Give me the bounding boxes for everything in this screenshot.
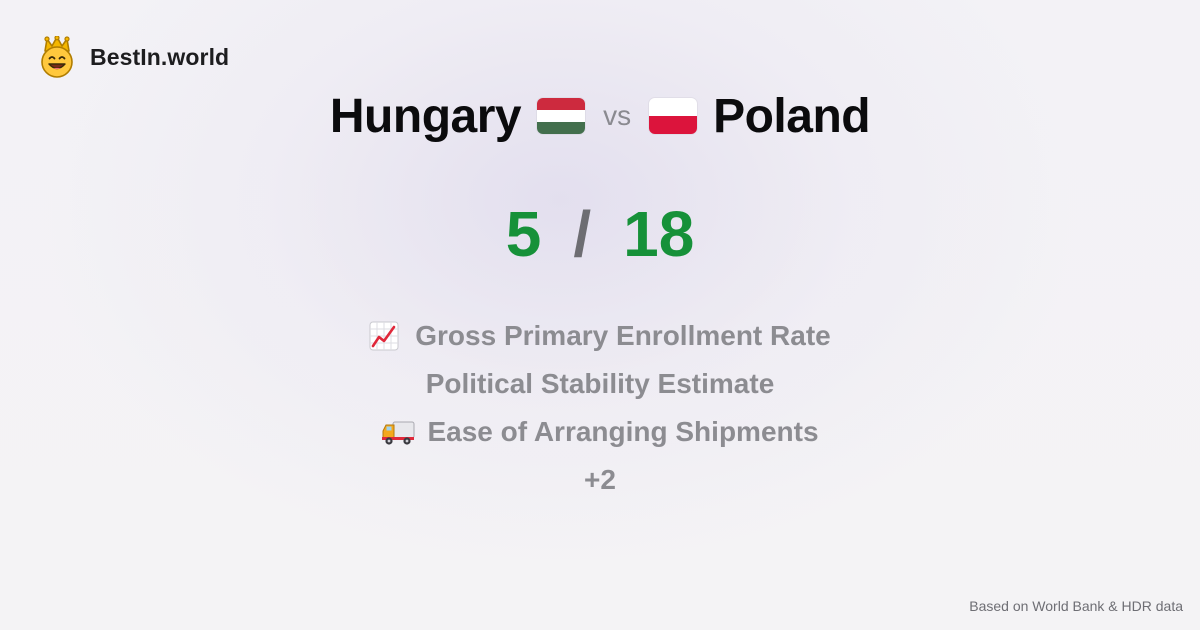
- vs-label: vs: [603, 100, 632, 131]
- left-country-name[interactable]: Hungary: [329, 89, 522, 143]
- list-item: Gross Primary Enrollment Rate: [0, 312, 1200, 360]
- more-categories-link[interactable]: +2: [584, 464, 616, 495]
- list-item: Ease of Arranging Shipments: [0, 408, 1200, 456]
- right-score: 18: [623, 198, 695, 270]
- delivery-truck-icon: [381, 417, 415, 447]
- score-display: 5 / 18: [0, 196, 1200, 272]
- chart-increasing-icon: [369, 321, 399, 351]
- data-source-note: Based on World Bank & HDR data: [969, 598, 1183, 614]
- brand-name: BestIn.world: [90, 43, 230, 70]
- poland-flag-icon: [649, 98, 698, 134]
- crowned-smiley-icon: [41, 36, 73, 78]
- left-score: 5: [505, 198, 542, 270]
- score-separator: /: [573, 198, 592, 270]
- category-label: Political Stability Estimate: [425, 368, 775, 399]
- category-list: Gross Primary Enrollment Rate Political …: [0, 312, 1200, 504]
- right-country-name[interactable]: Poland: [713, 89, 871, 143]
- category-label: Ease of Arranging Shipments: [427, 416, 819, 447]
- hungary-flag-icon: [537, 98, 586, 134]
- brand-header[interactable]: BestIn.world: [38, 36, 229, 78]
- comparison-title: Hungary vs Poland: [0, 84, 1200, 148]
- list-item: Political Stability Estimate: [0, 360, 1200, 408]
- category-label: Gross Primary Enrollment Rate: [415, 320, 831, 351]
